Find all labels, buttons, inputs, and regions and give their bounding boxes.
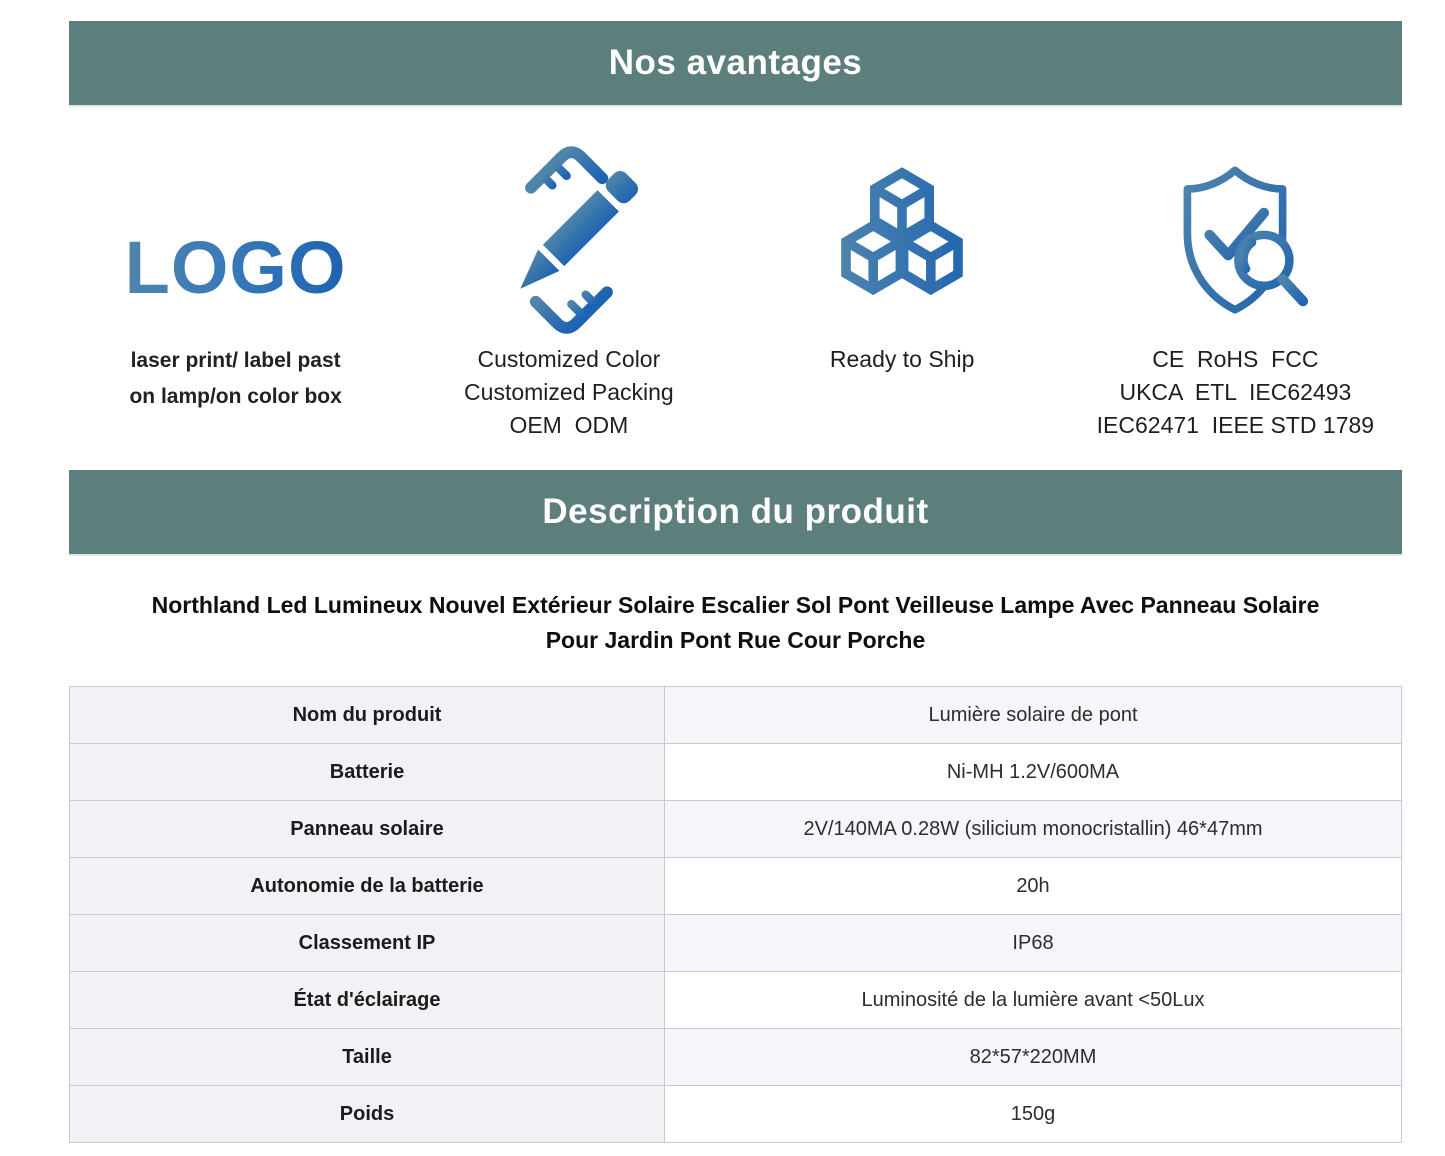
- shield-check-magnifier-icon: [1183, 166, 1309, 314]
- feature-logo-customization: LOGO laser print/ label past on lamp/on …: [69, 140, 402, 470]
- caption-line: on lamp/on color box: [129, 385, 342, 408]
- features-row: LOGO laser print/ label past on lamp/on …: [69, 140, 1402, 470]
- ready-to-ship-caption: Ready to Ship: [736, 343, 1069, 376]
- advantages-banner-title: Nos avantages: [608, 43, 863, 82]
- spec-value: Lumière solaire de pont: [664, 686, 1402, 744]
- product-title-line-1: Northland Led Lumineux Nouvel Extérieur …: [151, 592, 1320, 618]
- table-row: Poids 150g: [69, 1085, 1402, 1143]
- spec-value: 82*57*220MM: [664, 1028, 1402, 1086]
- shield-icon-box: [1069, 145, 1402, 335]
- pencil-icon-box: [402, 145, 735, 335]
- certifications-caption: CE RoHS FCC UKCA ETL IEC62493 IEC62471 I…: [1069, 343, 1402, 442]
- spec-value: 150g: [664, 1085, 1402, 1143]
- feature-certifications: CE RoHS FCC UKCA ETL IEC62493 IEC62471 I…: [1069, 140, 1402, 470]
- caption-line: OEM ODM: [509, 412, 629, 438]
- pencil-ruler-icon: [520, 146, 638, 334]
- description-banner-title: Description du produit: [542, 492, 929, 531]
- product-title-line-2: Pour Jardin Pont Rue Cour Porche: [545, 627, 926, 653]
- spec-label: Batterie: [69, 743, 665, 801]
- feature-ready-to-ship: Ready to Ship: [736, 140, 1069, 470]
- spec-table-body: Nom du produit Lumière solaire de pont B…: [69, 686, 1402, 1143]
- table-row: État d'éclairage Luminosité de la lumièr…: [69, 971, 1402, 1029]
- spec-label: Nom du produit: [69, 686, 665, 744]
- table-row: Batterie Ni-MH 1.2V/600MA: [69, 743, 1402, 801]
- feature-customized-color-packing: Customized Color Customized Packing OEM …: [402, 140, 735, 470]
- table-row: Panneau solaire 2V/140MA 0.28W (silicium…: [69, 800, 1402, 858]
- cubes-icon-box: [736, 145, 1069, 335]
- caption-line: Customized Color: [477, 346, 661, 372]
- caption-line: CE RoHS FCC: [1152, 346, 1319, 372]
- spec-value: IP68: [664, 914, 1402, 972]
- spec-value: Luminosité de la lumière avant <50Lux: [664, 971, 1402, 1029]
- spec-label: État d'éclairage: [69, 971, 665, 1029]
- spec-label: Autonomie de la batterie: [69, 857, 665, 915]
- spec-label: Classement IP: [69, 914, 665, 972]
- table-row: Nom du produit Lumière solaire de pont: [69, 686, 1402, 744]
- description-banner: Description du produit: [69, 470, 1402, 554]
- spec-table: Nom du produit Lumière solaire de pont B…: [69, 686, 1402, 1143]
- customization-caption: Customized Color Customized Packing OEM …: [402, 343, 735, 442]
- table-row: Taille 82*57*220MM: [69, 1028, 1402, 1086]
- logo-icon-box: LOGO: [69, 145, 402, 335]
- caption-line: Ready to Ship: [829, 346, 975, 372]
- spec-value: 20h: [664, 857, 1402, 915]
- caption-line: UKCA ETL IEC62493: [1119, 379, 1352, 405]
- cubes-icon: [841, 167, 963, 296]
- table-row: Classement IP IP68: [69, 914, 1402, 972]
- logo-caption: laser print/ label past on lamp/on color…: [69, 343, 402, 415]
- advantages-banner: Nos avantages: [69, 21, 1402, 105]
- caption-line: IEC62471 IEEE STD 1789: [1096, 412, 1375, 438]
- spec-label: Panneau solaire: [69, 800, 665, 858]
- spec-value: Ni-MH 1.2V/600MA: [664, 743, 1402, 801]
- product-title: Northland Led Lumineux Nouvel Extérieur …: [69, 588, 1402, 658]
- spec-label: Poids: [69, 1085, 665, 1143]
- spec-value: 2V/140MA 0.28W (silicium monocristallin)…: [664, 800, 1402, 858]
- spec-label: Taille: [69, 1028, 665, 1086]
- logo-gradient-text: LOGO: [125, 176, 347, 305]
- caption-line: Customized Packing: [464, 379, 674, 405]
- table-row: Autonomie de la batterie 20h: [69, 857, 1402, 915]
- page-content: Nos avantages LOGO laser print/ label pa…: [69, 21, 1402, 658]
- caption-line: laser print/ label past: [130, 349, 341, 372]
